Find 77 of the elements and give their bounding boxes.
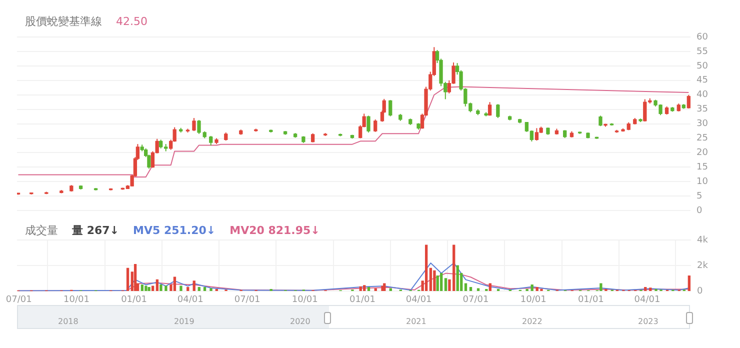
bar — [359, 286, 362, 292]
bar — [649, 288, 652, 292]
bar — [644, 287, 647, 292]
bar — [540, 288, 543, 292]
bar — [433, 270, 436, 292]
bar — [270, 288, 272, 292]
y-tick-label: 0 — [697, 286, 704, 297]
y-tick-label: 5 — [696, 191, 702, 202]
y-tick-label: 15 — [696, 162, 708, 173]
y-tick-label: 25 — [696, 134, 708, 144]
y-tick-label: 10 — [696, 177, 708, 188]
bar — [654, 288, 658, 292]
bar — [530, 284, 534, 292]
x-tick-label: 10/01 — [292, 294, 318, 305]
y-tick-label: 40 — [696, 90, 708, 100]
bar — [140, 284, 144, 292]
bar — [444, 278, 448, 292]
chart-title: 成交量 — [25, 224, 58, 237]
x-tick-label: 10/01 — [520, 294, 546, 305]
bar — [604, 288, 608, 292]
bar — [429, 268, 432, 292]
y-tick-label: 50 — [696, 61, 708, 72]
bar — [496, 288, 500, 292]
bar — [164, 286, 168, 292]
y-tick-label: 55 — [696, 46, 708, 57]
bar — [148, 287, 150, 292]
text: 股價蛻變基準線 — [25, 15, 102, 28]
bar — [464, 283, 468, 292]
x-tick-label: 07/01 — [462, 294, 489, 305]
y-tick-label: 35 — [696, 104, 708, 115]
text: MV5 251.20↓ — [133, 224, 216, 237]
bar — [488, 283, 492, 292]
x-tick-label: 04/01 — [406, 294, 432, 305]
bar — [600, 283, 602, 292]
text: 42.50 — [116, 15, 148, 28]
bar — [383, 283, 386, 292]
x-tick-label: 04/01 — [634, 294, 660, 305]
bar — [424, 244, 428, 292]
bar — [526, 288, 528, 292]
y-tick-label: 2k — [697, 260, 709, 271]
bar — [485, 288, 488, 292]
bar — [688, 276, 691, 292]
bar — [367, 287, 370, 292]
x-tick-label: 07/01 — [6, 294, 32, 305]
bar — [192, 280, 196, 292]
bar — [203, 287, 206, 292]
bar — [134, 264, 137, 292]
x-tick-label: 04/01 — [177, 294, 204, 305]
bar — [173, 276, 176, 292]
x-tick-label: 10/01 — [63, 294, 90, 305]
y-tick-label: 60 — [696, 32, 708, 42]
bar — [440, 272, 443, 292]
bar — [436, 276, 439, 292]
bar — [126, 268, 130, 292]
time-range-slider: 2018 2019 2020 2021 2022 2023 — [17, 305, 690, 329]
y-tick-label: 30 — [696, 119, 708, 130]
y-tick-label: 4k — [697, 235, 709, 246]
text: 量 267↓ — [72, 224, 120, 237]
bar — [144, 286, 148, 292]
text: MV20 821.95↓ — [230, 224, 320, 237]
x-tick-label: 01/01 — [350, 294, 376, 305]
x-tick-label: 01/01 — [121, 294, 148, 305]
x-tick-label: 07/01 — [234, 294, 260, 305]
bar — [198, 287, 200, 292]
bar — [186, 287, 190, 292]
bar — [469, 287, 472, 292]
x-tick-label: 01/01 — [578, 294, 604, 305]
bar — [156, 279, 159, 292]
bar — [180, 286, 182, 292]
bar — [210, 288, 212, 292]
y-tick-label: 45 — [696, 76, 708, 86]
bar — [215, 288, 218, 292]
y-tick-label: 20 — [696, 148, 708, 158]
y-tick-label: 0 — [696, 206, 703, 216]
bar — [160, 284, 162, 292]
bar — [363, 285, 366, 292]
bar — [456, 265, 459, 292]
